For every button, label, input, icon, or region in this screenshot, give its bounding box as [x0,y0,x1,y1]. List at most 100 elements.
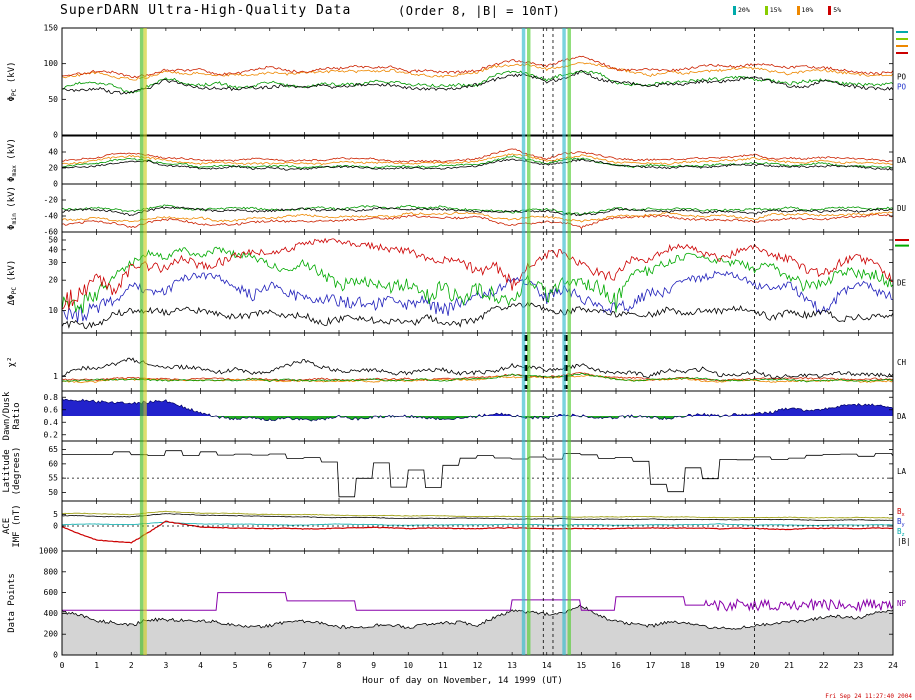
y-axis-title: Latitude [2,449,12,492]
y-tick-label: 5 [53,510,58,519]
y-tick-label: 800 [44,567,59,576]
x-tick-label: 21 [784,661,794,670]
legend-swatch [796,6,800,15]
right-edge-label: Bz [897,527,905,538]
panel-latitude: 50 55 60 65 Latitude (degrees) LA [2,440,907,502]
y-axis-title: ΦPC (kV) [7,61,18,101]
y-tick-label: 0 [53,180,58,189]
page-title: SuperDARN Ultra-High-Quality Data [60,3,352,18]
y-tick-label: 50 [48,95,58,104]
x-tick-label: 18 [680,661,690,670]
y-axis-title: Dawn/Dusk [2,391,12,440]
series-black [61,158,894,171]
y-tick-label: 60 [48,459,58,468]
right-edge-label: PO [897,73,907,82]
series-ratio [61,397,894,422]
y-tick-label: 0 [53,651,58,660]
panel-dawn-dusk-ratio: 0.2 0.4 0.6 0.8 Dawn/Dusk Ratio DA [2,390,907,442]
x-tick-label: 5 [233,661,238,670]
y-tick-label: 65 [48,445,58,454]
series-green [61,204,894,216]
right-edge-label: LA [897,467,907,476]
series-red [61,237,894,310]
y-tick-label: -60 [44,228,59,237]
x-tick-label: 1 [94,661,99,670]
series-green [61,70,894,94]
y-tick-label: 1000 [39,547,58,556]
y-axis-title: Ratio [12,402,22,429]
series-green [61,246,894,314]
y-tick-label: -40 [44,212,59,221]
y-axis-title: Φmin (kV) [7,186,18,230]
series-red [61,55,894,79]
legend-label: 10% [801,6,814,15]
x-tick-label: 6 [267,661,272,670]
series-orange [61,153,894,166]
x-tick-label: 8 [337,661,342,670]
y-axis-title: IMF (nT) [12,504,22,547]
x-tick-label: 23 [854,661,864,670]
y-tick-label: 100 [44,59,59,68]
panel-border [61,332,894,392]
series-latitude [62,450,894,498]
series-red [61,212,894,230]
x-tick-label: 16 [611,661,621,670]
series-black [61,206,894,217]
legend-label: 5% [833,6,842,15]
y-axis-title: Data Points [7,573,17,633]
y-axis-title: ACE [2,518,12,534]
x-tick-label: 14 [542,661,552,670]
right-edge-label: NP [897,599,907,608]
y-tick-label: 0 [53,131,58,140]
x-tick-label: 9 [371,661,376,670]
panel-border [61,27,894,136]
y-tick-label: 0.8 [44,393,59,402]
x-tick-label: 24 [888,661,898,670]
series-bz [61,521,894,526]
series-black [61,301,894,330]
right-edge-label: CH [897,358,907,367]
y-tick-label: 10 [48,306,58,315]
x-tick-label: 20 [750,661,760,670]
series-npoints [61,604,894,656]
x-tick-label: 13 [507,661,517,670]
y-tick-label: -20 [44,196,59,205]
legend-item: 5% [828,6,841,15]
legend-item: 15% [764,6,782,15]
legend-item: 20% [733,6,750,15]
x-tick-label: 3 [163,661,168,670]
y-tick-label: 600 [44,588,59,597]
right-edge-label: DA [897,156,907,165]
x-tick-label: 7 [302,661,307,670]
y-tick-label: 40 [48,245,58,254]
y-tick-label: 0.6 [44,405,59,414]
x-tick-label: 0 [60,661,65,670]
y-tick-label: 40 [48,148,58,157]
legend: 20% 15% 10% 5% [733,6,841,15]
legend-swatch [733,6,736,15]
legend-swatch [764,6,768,15]
y-tick-label: 50 [48,488,58,497]
right-edge-label: PO [897,83,907,92]
y-tick-label: 30 [48,258,58,267]
y-axis-title: ΔΦPC (kV) [7,260,18,306]
series-by [61,520,893,544]
x-tick-label: 19 [715,661,725,670]
y-axis-title: χ² [7,357,17,368]
series-bx [61,513,894,522]
right-edge-label: By [897,517,905,528]
x-tick-label: 2 [129,661,134,670]
x-axis-title: Hour of day on November, 14 1999 (UT) [362,676,562,686]
y-tick-label: 400 [44,609,59,618]
highlight-band [567,28,571,655]
y-tick-label: 20 [48,276,58,285]
x-tick-label: 4 [198,661,203,670]
panel-border [61,231,894,334]
right-edge-label: DU [897,204,906,213]
y-axis-title: Φmax (kV) [7,138,18,182]
x-tick-label: 11 [438,661,448,670]
chart-subtitle: (Order 8, |B| = 10nT) [398,4,561,18]
legend-label: 15% [769,6,782,15]
